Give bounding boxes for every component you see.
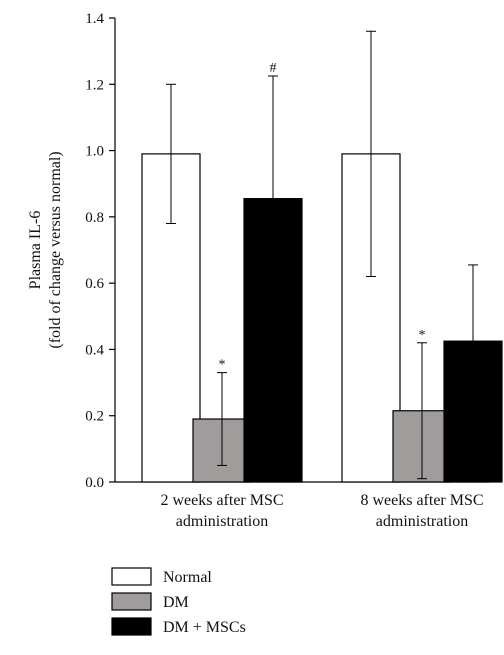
y-tick-label: 0.6	[85, 276, 104, 292]
labels: Plasma IL-6 (fold of change versus normal…	[27, 61, 484, 530]
category-label: administration	[176, 513, 268, 530]
legend: Normal DM DM + MSCs	[111, 567, 246, 636]
y-tick-label: 0.2	[85, 409, 104, 425]
legend-swatch	[111, 617, 152, 636]
bars	[141, 153, 503, 483]
legend-swatch	[111, 567, 152, 586]
legend-swatch	[111, 592, 152, 611]
y-tick-label: 0.8	[85, 210, 104, 226]
legend-label: DM	[163, 594, 189, 611]
y-axis-label-line2: (fold of change versus normal)	[47, 151, 64, 348]
legend-label: Normal	[163, 569, 212, 586]
significance-mark: #	[270, 61, 277, 76]
y-tick-label: 1.0	[85, 144, 104, 160]
legend-label: DM + MSCs	[163, 619, 246, 636]
category-label: administration	[376, 513, 468, 530]
significance-mark: *	[219, 358, 226, 373]
category-label: 2 weeks after MSC	[160, 492, 283, 509]
significance-mark: *	[419, 328, 426, 343]
y-tick-label: 0.4	[85, 342, 104, 358]
error-bars	[166, 30, 478, 480]
category-label: 8 weeks after MSC	[360, 492, 483, 509]
y-axis-label-line1: Plasma IL-6	[27, 211, 44, 290]
y-tick-label: 1.2	[85, 77, 104, 93]
y-tick-label: 0.0	[85, 475, 104, 491]
y-axis-label: Plasma IL-6 (fold of change versus normal…	[27, 151, 64, 348]
y-tick-label: 1.4	[85, 11, 104, 27]
